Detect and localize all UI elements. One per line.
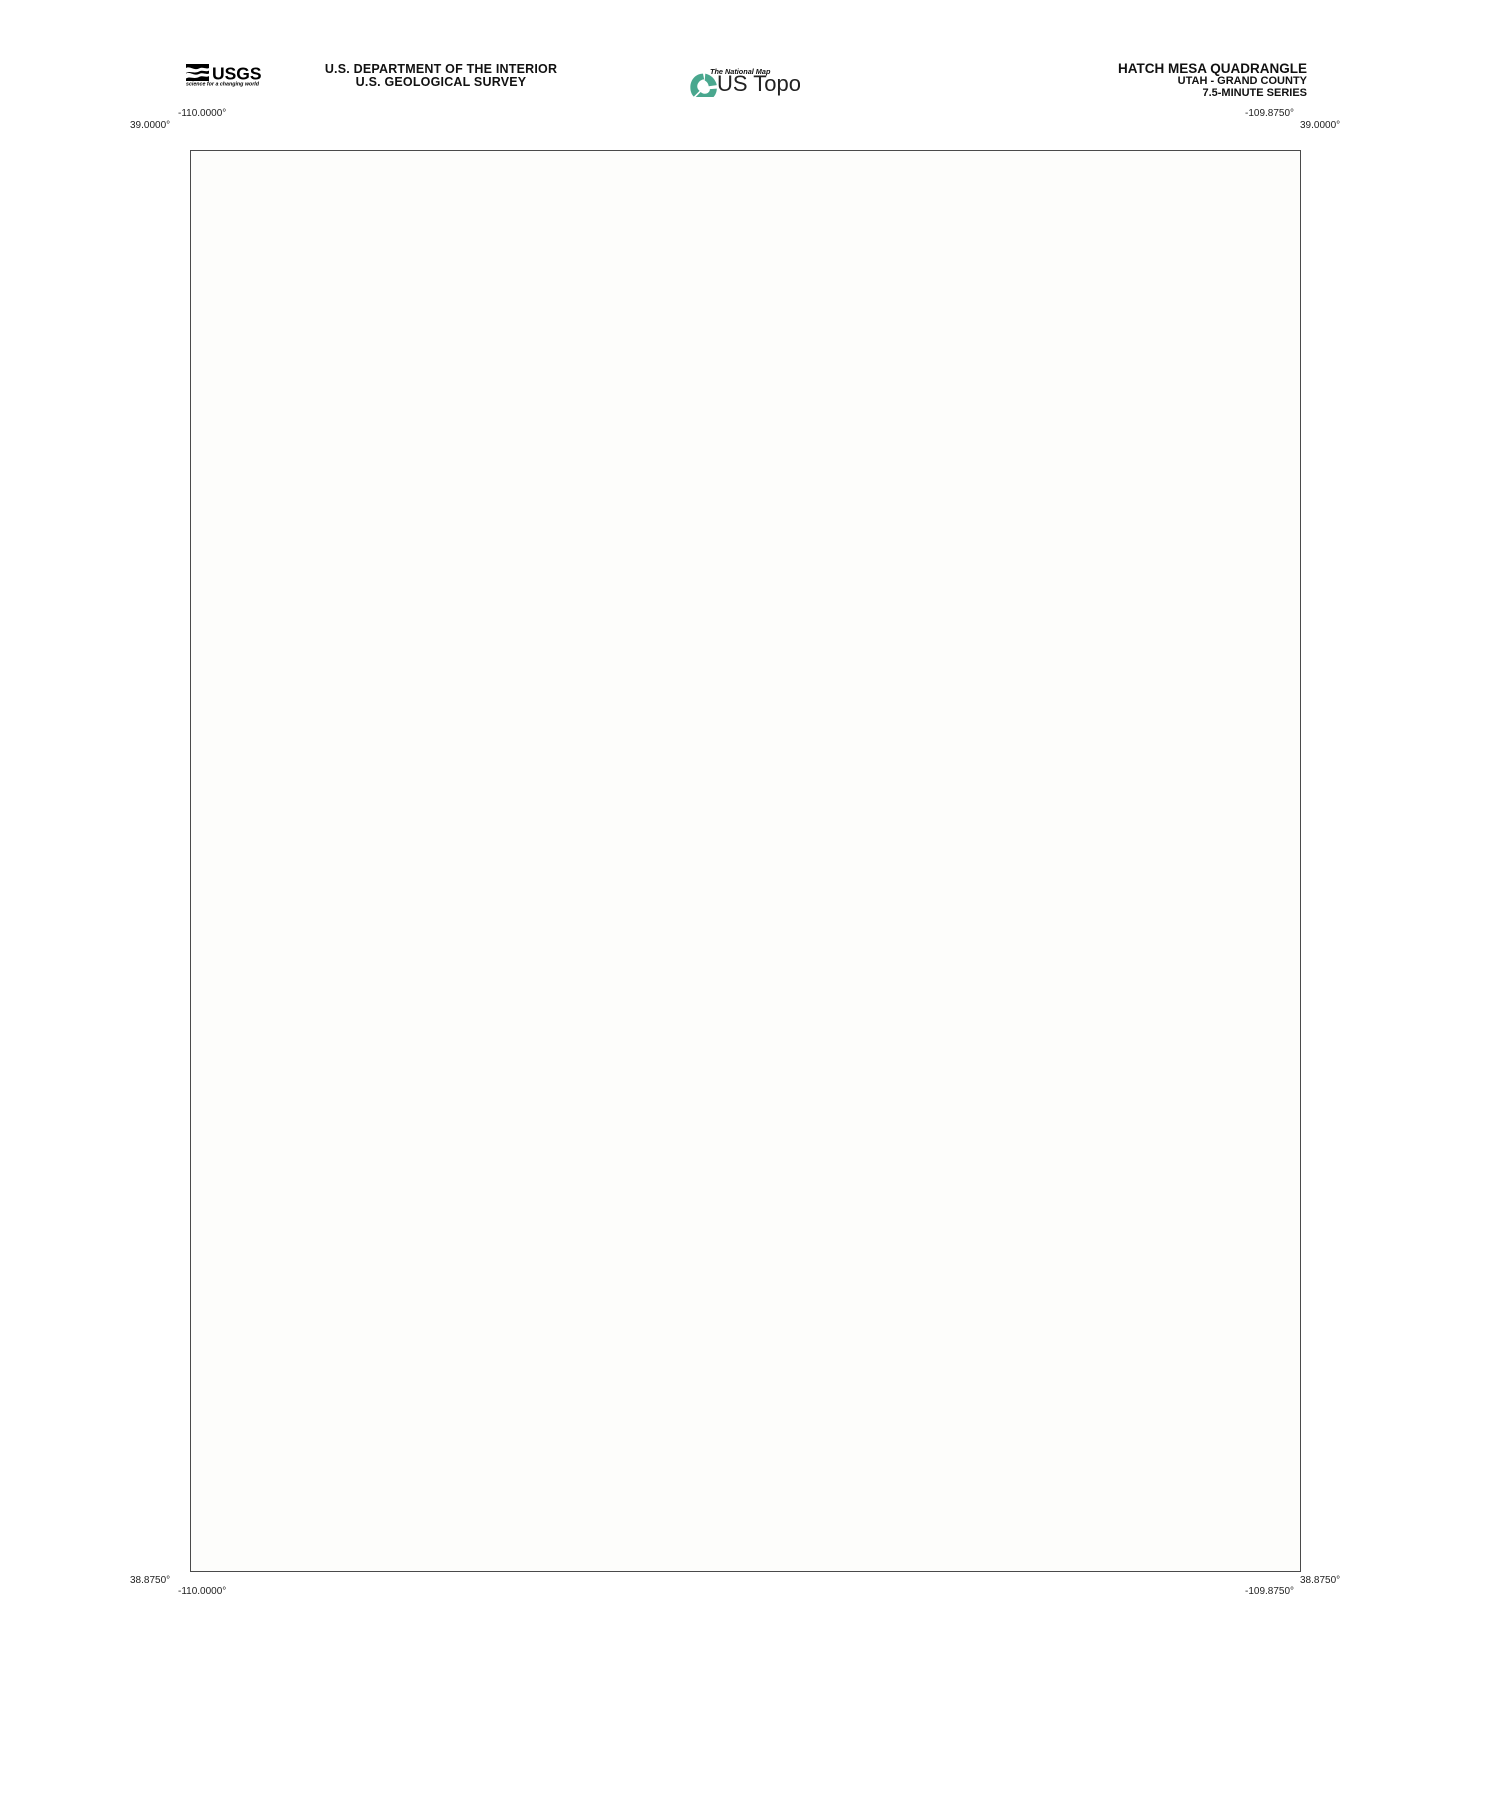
svg-text:science for a changing world: science for a changing world: [186, 82, 260, 88]
svg-text:US Topo: US Topo: [717, 71, 800, 96]
